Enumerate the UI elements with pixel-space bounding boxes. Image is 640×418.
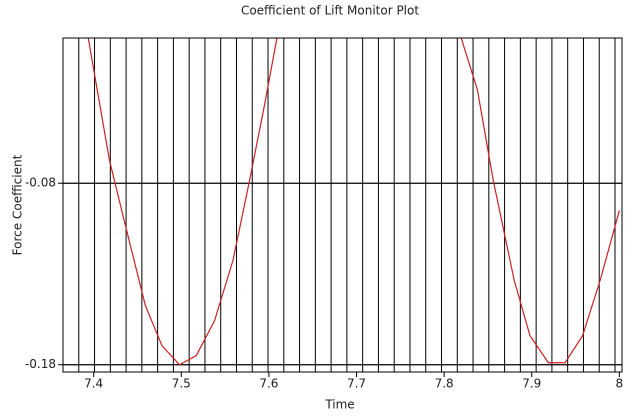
- chart-title: Coefficient of Lift Monitor Plot: [241, 4, 419, 18]
- x-tick-label: 7.8: [435, 377, 454, 391]
- plot-frame: [62, 37, 623, 373]
- y-tick-label: -0.18: [25, 357, 56, 371]
- x-tick-label: 7.6: [259, 377, 278, 391]
- x-tick-label: 7.5: [172, 377, 191, 391]
- x-tick-label: 7.4: [84, 377, 103, 391]
- x-tick-label: 7.9: [522, 377, 541, 391]
- data-line: [87, 38, 620, 366]
- grid: [63, 38, 622, 372]
- y-axis-label: Force Coefficient: [11, 154, 25, 255]
- plot-marks: [87, 38, 620, 366]
- x-axis-label: Time: [324, 398, 354, 412]
- y-tick-label: -0.08: [25, 176, 56, 190]
- x-tick-label: 8: [616, 377, 624, 391]
- x-tick-label: 7.7: [347, 377, 366, 391]
